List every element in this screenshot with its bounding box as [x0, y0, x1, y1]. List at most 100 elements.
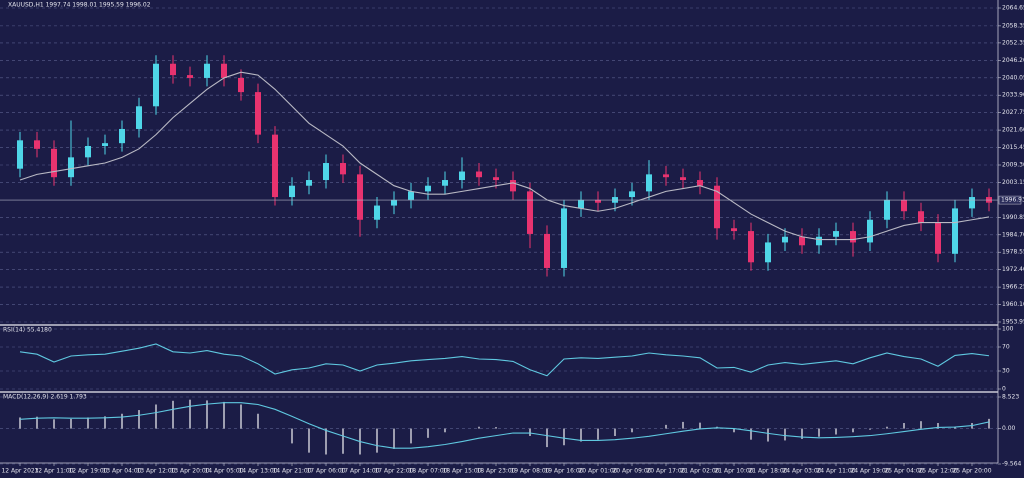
candle-body — [68, 157, 74, 178]
candle-body — [765, 242, 771, 263]
candle-body — [187, 75, 193, 78]
candle-body — [119, 128, 125, 144]
candle-body — [17, 140, 23, 169]
candle-body — [782, 236, 788, 243]
candle-body — [697, 180, 703, 186]
price-label: 1996.93 — [1001, 197, 1024, 204]
candle-body — [544, 233, 550, 268]
y-tick-label: 8.523 — [1002, 394, 1019, 401]
y-tick-label: 0 — [1002, 386, 1006, 393]
x-tick-label: 12 Apr 2023 — [1, 468, 38, 475]
x-tick-label: 13 Apr 04:00 — [102, 468, 141, 475]
candle-body — [442, 180, 448, 186]
y-tick-label: 2033.90 — [1002, 92, 1024, 99]
y-tick-label: 2027.75 — [1002, 109, 1024, 116]
candle-body — [357, 174, 363, 220]
candle-body — [425, 185, 431, 192]
x-tick-label: 12 Apr 11:00 — [34, 468, 73, 475]
x-tick-label: 21 Apr 10:00 — [714, 468, 753, 475]
candle-body — [408, 191, 414, 200]
candle-body — [340, 163, 346, 175]
candle-body — [680, 177, 686, 181]
candle-body — [204, 63, 210, 78]
x-tick-label: 14 Apr 21:00 — [272, 468, 311, 475]
x-tick-label: 20 Apr 09:00 — [612, 468, 651, 475]
price-label-box — [998, 195, 1022, 205]
x-tick-label: 19 Apr 16:00 — [544, 468, 583, 475]
y-tick-label: 2003.15 — [1002, 179, 1024, 186]
y-tick-label: 2009.30 — [1002, 162, 1024, 169]
x-tick-label: 13 Apr 20:00 — [170, 468, 209, 475]
candle-body — [221, 63, 227, 78]
candle-body — [459, 171, 465, 181]
y-tick-label: 2052.35 — [1002, 39, 1024, 46]
x-tick-label: 17 Apr 22:00 — [374, 468, 413, 475]
candle-body — [170, 63, 176, 76]
candle-body — [527, 191, 533, 234]
x-tick-label: 13 Apr 12:00 — [136, 468, 175, 475]
candle-body — [952, 208, 958, 254]
candle-body — [850, 231, 856, 243]
x-tick-label: 24 Apr 11:00 — [816, 468, 855, 475]
candle-body — [748, 231, 754, 263]
x-tick-label: 20 Apr 01:00 — [578, 468, 617, 475]
candle-body — [510, 180, 516, 192]
x-tick-label: 24 Apr 03:00 — [782, 468, 821, 475]
y-tick-label: 1984.70 — [1002, 231, 1024, 238]
candle-body — [646, 174, 652, 192]
y-tick-label: 2021.60 — [1002, 127, 1024, 134]
y-tick-label: 100 — [1002, 326, 1014, 333]
x-tick-label: 18 Apr 15:00 — [442, 468, 481, 475]
candle-body — [578, 199, 584, 209]
rsi-title: RSI(14) 55.4180 — [3, 327, 52, 334]
y-tick-label: 70 — [1002, 344, 1010, 351]
candle-body — [323, 163, 329, 181]
x-tick-label: 25 Apr 20:00 — [952, 468, 991, 475]
y-tick-label: 1960.10 — [1002, 301, 1024, 308]
y-tick-label: -9.564 — [1002, 461, 1022, 468]
x-tick-label: 19 Apr 08:00 — [510, 468, 549, 475]
x-tick-label: 21 Apr 18:00 — [748, 468, 787, 475]
candle-body — [51, 148, 57, 178]
x-tick-label: 18 Apr 23:00 — [476, 468, 515, 475]
candle-body — [493, 177, 499, 181]
macd-signal-line — [19, 402, 990, 449]
candle-body — [833, 231, 839, 237]
candle-body — [816, 236, 822, 246]
x-tick-label: 24 Apr 19:00 — [850, 468, 889, 475]
candle-body — [901, 199, 907, 212]
rsi-line — [19, 343, 990, 377]
x-tick-label: 25 Apr 12:00 — [918, 468, 957, 475]
x-tick-label: 12 Apr 19:00 — [68, 468, 107, 475]
y-tick-label: 2064.65 — [1002, 5, 1024, 12]
candle-body — [136, 106, 142, 129]
candle-body — [969, 197, 975, 209]
x-tick-label: 20 Apr 17:00 — [646, 468, 685, 475]
candle-body — [34, 140, 40, 149]
candle-body — [306, 180, 312, 186]
candle-body — [714, 185, 720, 229]
y-tick-label: 0.00 — [1002, 425, 1016, 432]
candle-body — [731, 228, 737, 232]
candle-body — [102, 143, 108, 146]
y-tick-label: 1990.85 — [1002, 214, 1024, 221]
candle-body — [153, 63, 159, 107]
y-tick-label: 1953.95 — [1002, 319, 1024, 326]
y-tick-label: 2058.35 — [1002, 22, 1024, 29]
y-tick-label: 30 — [1002, 368, 1010, 375]
x-tick-label: 17 Apr 14:00 — [340, 468, 379, 475]
candle-body — [391, 199, 397, 206]
candle-body — [561, 208, 567, 268]
candle-body — [799, 236, 805, 246]
candle-body — [476, 171, 482, 178]
x-tick-label: 18 Apr 07:00 — [408, 468, 447, 475]
candle-body — [595, 199, 601, 203]
x-tick-label: 14 Apr 05:00 — [204, 468, 243, 475]
candle-body — [884, 199, 890, 220]
x-tick-label: 25 Apr 04:00 — [884, 468, 923, 475]
candle-body — [918, 211, 924, 223]
y-tick-label: 2046.20 — [1002, 57, 1024, 64]
candle-body — [867, 219, 873, 243]
y-tick-label: 2015.45 — [1002, 144, 1024, 151]
